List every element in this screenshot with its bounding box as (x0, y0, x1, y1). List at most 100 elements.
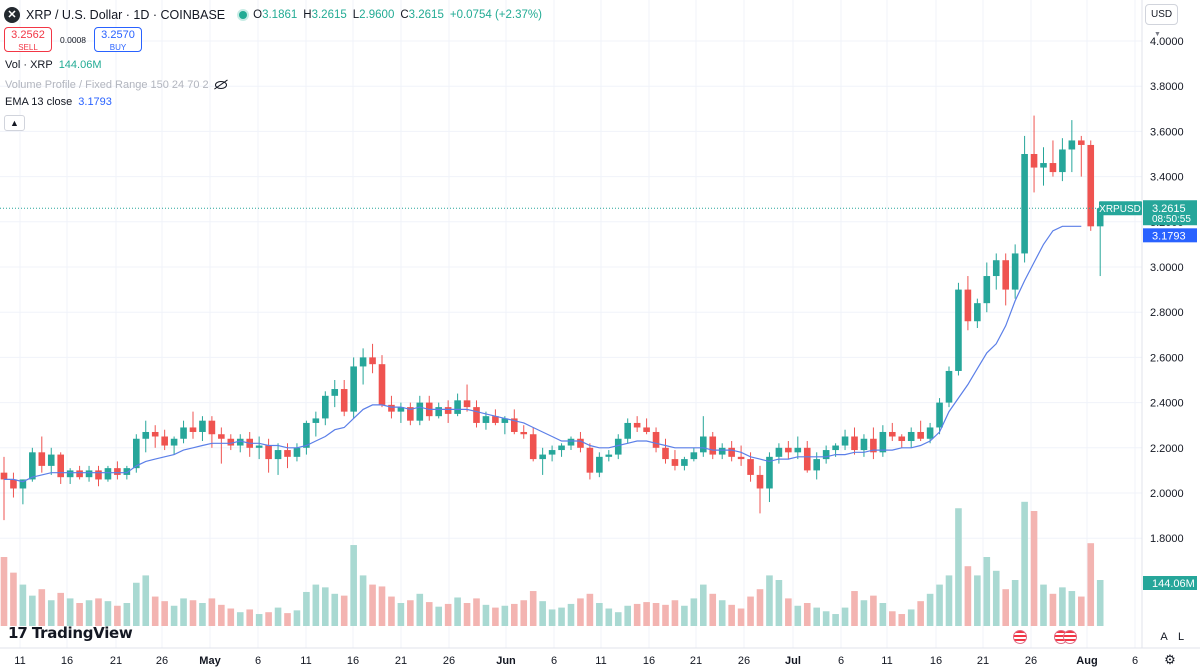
gear-icon[interactable]: ⚙ (1164, 652, 1176, 667)
candle-body (265, 445, 272, 460)
candle-body (700, 436, 707, 453)
xrp-logo-icon[interactable]: ✕ (4, 7, 20, 23)
volume-bar (85, 600, 93, 626)
volume-bar (813, 607, 820, 626)
buy-button[interactable]: 3.2570 BUY (94, 27, 142, 52)
x-tick-label: May (199, 655, 221, 667)
volume-bar (133, 582, 140, 626)
y-tick-label: 2.2000 (1150, 443, 1184, 455)
last-price-value: 3.2615 (1152, 203, 1186, 215)
x-tick-label: 11 (300, 655, 311, 667)
volume-bar (350, 545, 357, 626)
candle-body (76, 470, 83, 478)
buy-price: 3.2570 (101, 29, 135, 41)
volume-bar (473, 598, 480, 626)
volume-bar (454, 597, 461, 626)
y-tick-label: 1.8000 (1150, 533, 1184, 545)
currency-selector[interactable]: USD ▼ (1145, 4, 1178, 38)
y-tick-label: 2.0000 (1150, 488, 1184, 500)
candle-body (577, 438, 584, 448)
y-tick-label: 3.0000 (1150, 262, 1184, 274)
collapse-legend-button[interactable]: ▲ (4, 115, 25, 131)
volume-label-bg (1143, 576, 1197, 590)
volume-bar (274, 607, 282, 626)
volume-bar (425, 602, 433, 626)
candle-body (161, 436, 168, 446)
volume-bar (416, 593, 424, 626)
us-flag-event-icon[interactable] (1013, 630, 1027, 644)
ohlc-item: O3.1861 (253, 9, 297, 21)
volume-bar (794, 605, 802, 626)
y-tick-label: 2.4000 (1150, 398, 1184, 410)
sell-button[interactable]: 3.2562 SELL (4, 27, 52, 52)
volume-profile-legend[interactable]: Volume Profile / Fixed Range 150 24 70 2 (5, 79, 227, 91)
candle-body (851, 436, 858, 451)
volume-bar (624, 605, 631, 626)
candle-body (473, 407, 480, 423)
volume-bar (407, 600, 414, 626)
auto-scale-button[interactable]: A (1160, 631, 1168, 643)
candle-body (274, 450, 282, 460)
volume-bar (189, 600, 197, 626)
volume-bar (785, 598, 792, 626)
volume-bar (690, 598, 698, 626)
volume-bar (718, 600, 726, 626)
time-axis[interactable]: 11 16 21 26 May 6 11 16 21 26 Jun 6 11 16 21 26 Jul 6 11 16… (0, 647, 1200, 667)
volume-bar (992, 570, 1000, 626)
candle-body (454, 400, 461, 414)
volume-bar (218, 604, 225, 626)
candle-body (926, 427, 934, 439)
volume-bar (841, 607, 849, 626)
volume-bar (378, 586, 386, 626)
volume-bar (303, 591, 310, 626)
candle-body (1040, 163, 1047, 168)
ohlc-key: H (303, 9, 312, 21)
volume-bar (737, 608, 745, 626)
volume-bar (917, 601, 924, 626)
candle-body (614, 438, 622, 455)
x-tick-label: 26 (443, 655, 455, 667)
volume-bar (936, 584, 943, 626)
volume-bar (511, 603, 518, 626)
candle-body (889, 431, 896, 437)
tradingview-logo[interactable]: 17 TradingView (8, 624, 133, 642)
eye-hidden-icon[interactable] (214, 81, 227, 89)
volume-bar (444, 603, 452, 626)
volume-bar (293, 610, 301, 626)
symbol-label: XRPUSD (1099, 204, 1141, 215)
volume-bar (605, 608, 613, 626)
candle-body (643, 427, 650, 432)
candle-body (983, 276, 991, 304)
volume-bar (879, 603, 887, 626)
y-tick-label: 3.8000 (1150, 81, 1184, 93)
price-axis[interactable]: 4.00003.80003.60003.40003.20003.00002.80… (1141, 0, 1200, 671)
volume-bar (57, 592, 64, 626)
candle-body (870, 438, 877, 453)
symbol-title[interactable]: XRP / U.S. Dollar · 1D · COINBASE (26, 8, 226, 22)
candle-body (907, 431, 915, 442)
candle-body (47, 454, 55, 466)
volume-indicator-legend[interactable]: Vol · XRP 144.06M (5, 59, 102, 71)
ohlc-item: L2.9600 (353, 9, 395, 21)
ohlc-value: 3.1861 (262, 9, 298, 21)
log-scale-button[interactable]: L (1177, 631, 1185, 643)
us-flag-event-icon[interactable] (1063, 630, 1077, 644)
ema-indicator-legend[interactable]: EMA 13 close 3.1793 (5, 96, 112, 108)
candle-body (199, 420, 206, 432)
volume-label-value: 144.06M (1152, 578, 1195, 590)
candle-body (303, 422, 310, 448)
volume-bar (596, 603, 603, 626)
candle-body (284, 450, 291, 457)
candle-body (548, 450, 556, 455)
volume-bar (974, 575, 981, 626)
volume-bar (1021, 501, 1028, 626)
volume-bar (1049, 593, 1057, 626)
candle-body (1021, 154, 1028, 254)
candle-body (0, 472, 8, 480)
candle-body (728, 447, 735, 457)
volume-bar (851, 591, 858, 626)
volume-bar (614, 612, 622, 626)
candle-body (1002, 260, 1009, 290)
candle-body (85, 470, 93, 478)
